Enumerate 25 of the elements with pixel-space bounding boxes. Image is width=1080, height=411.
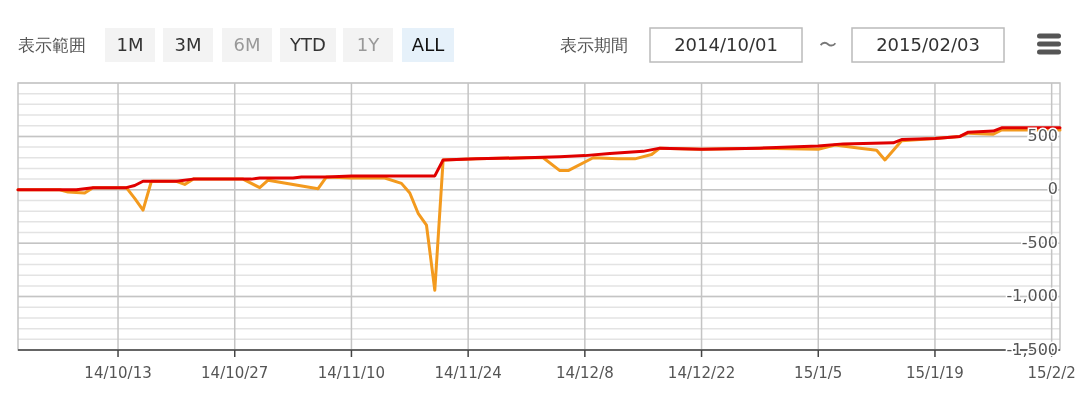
text: 6M (233, 34, 261, 55)
line-series (16, 126, 1062, 192)
x-tick-label: 14/12/8 (555, 364, 614, 382)
text: 1M (116, 34, 144, 55)
x-tick-label: 14/12/22 (667, 364, 736, 382)
text: YTD (289, 34, 326, 55)
x-tick-label: 14/10/13 (84, 364, 152, 382)
text: 表示期間 (560, 35, 628, 55)
x-tick-label: 15/1/19 (906, 364, 964, 382)
x-tick-label: 14/11/24 (434, 364, 502, 382)
text: ALL (411, 34, 445, 55)
text: 1Y (356, 34, 381, 55)
text: 2014/10/01 (674, 34, 778, 55)
x-tick-label: 14/11/10 (317, 364, 386, 382)
y-tick-label: 0 (1047, 179, 1058, 199)
text: 〜 (819, 34, 837, 55)
y-tick-label: -500 (1021, 232, 1058, 252)
text: 3M (174, 34, 202, 55)
x-tick-label: 15/1/5 (794, 364, 843, 382)
y-tick-label: 500 (1027, 125, 1058, 145)
x-tick-label: 15/2/2 (1027, 364, 1076, 382)
text: 2015/02/03 (876, 34, 980, 55)
text: 表示範囲 (18, 35, 86, 55)
y-tick-label: -1,000 (1006, 286, 1058, 306)
x-tick-label: 14/10/27 (201, 364, 269, 382)
